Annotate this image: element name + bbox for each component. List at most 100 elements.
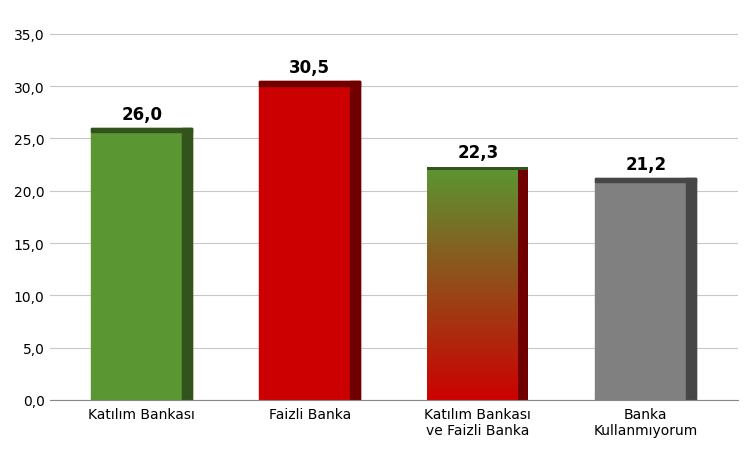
Bar bbox=[427, 168, 518, 169]
Bar bbox=[427, 376, 518, 377]
Bar bbox=[427, 262, 518, 263]
Bar bbox=[427, 203, 518, 204]
Text: 26,0: 26,0 bbox=[121, 106, 162, 124]
Bar bbox=[92, 129, 193, 400]
Bar bbox=[427, 267, 518, 268]
Bar bbox=[427, 192, 518, 193]
Bar bbox=[427, 278, 518, 279]
Bar bbox=[427, 398, 518, 399]
Bar bbox=[427, 359, 518, 360]
Bar bbox=[427, 254, 518, 255]
Bar bbox=[427, 216, 518, 217]
Bar bbox=[427, 217, 518, 218]
Bar bbox=[427, 296, 518, 297]
Bar bbox=[427, 189, 518, 190]
Bar bbox=[350, 82, 360, 400]
Bar bbox=[427, 178, 518, 179]
Bar bbox=[427, 170, 518, 171]
Bar bbox=[427, 378, 518, 379]
Bar bbox=[427, 228, 518, 229]
Bar bbox=[427, 249, 518, 250]
Bar bbox=[427, 329, 518, 330]
Bar bbox=[427, 187, 518, 188]
Bar bbox=[427, 194, 518, 195]
Bar bbox=[427, 207, 518, 208]
Bar bbox=[427, 324, 518, 325]
Bar bbox=[427, 179, 518, 180]
Bar bbox=[427, 185, 518, 186]
Bar bbox=[427, 298, 518, 299]
Bar bbox=[427, 337, 518, 338]
Text: 21,2: 21,2 bbox=[625, 156, 666, 174]
Bar bbox=[427, 395, 518, 396]
Text: 30,5: 30,5 bbox=[290, 59, 330, 77]
Bar bbox=[427, 304, 518, 305]
Bar bbox=[427, 360, 518, 361]
Bar bbox=[427, 283, 518, 284]
Bar bbox=[427, 284, 518, 285]
Bar bbox=[427, 238, 518, 239]
Bar bbox=[427, 374, 518, 375]
Bar bbox=[427, 276, 518, 277]
Bar bbox=[427, 390, 518, 391]
Bar bbox=[427, 275, 518, 276]
Bar bbox=[427, 227, 518, 228]
Bar bbox=[596, 179, 696, 182]
Bar bbox=[427, 269, 518, 270]
Bar bbox=[427, 364, 518, 365]
Bar bbox=[427, 310, 518, 311]
Bar bbox=[427, 277, 518, 278]
Bar bbox=[427, 181, 518, 182]
Bar bbox=[427, 252, 518, 253]
Bar bbox=[427, 208, 518, 209]
Bar bbox=[427, 251, 518, 252]
Bar bbox=[427, 388, 518, 389]
Bar bbox=[427, 233, 518, 234]
Bar bbox=[427, 353, 518, 354]
Bar bbox=[427, 241, 518, 242]
Bar bbox=[427, 322, 518, 323]
Bar bbox=[427, 316, 518, 317]
Bar bbox=[427, 209, 518, 210]
Bar bbox=[427, 184, 518, 185]
Bar bbox=[427, 287, 518, 288]
Bar bbox=[427, 338, 518, 339]
Bar bbox=[427, 167, 518, 168]
Bar bbox=[427, 171, 518, 172]
Bar bbox=[427, 176, 518, 177]
Bar bbox=[427, 394, 518, 395]
Bar bbox=[427, 263, 518, 264]
Bar bbox=[427, 295, 518, 296]
Bar bbox=[427, 211, 518, 212]
Bar bbox=[427, 206, 518, 207]
Bar bbox=[427, 307, 518, 308]
Text: 22,3: 22,3 bbox=[457, 144, 499, 162]
Bar bbox=[427, 266, 518, 267]
Bar bbox=[427, 334, 518, 335]
Bar bbox=[427, 173, 518, 174]
Bar bbox=[427, 215, 518, 216]
Bar bbox=[427, 389, 518, 390]
Bar bbox=[427, 175, 518, 176]
Bar bbox=[427, 323, 518, 324]
Bar bbox=[427, 169, 518, 170]
Bar bbox=[427, 286, 518, 287]
Bar bbox=[427, 172, 518, 173]
Bar bbox=[427, 264, 518, 265]
Bar bbox=[427, 393, 518, 394]
Bar bbox=[427, 300, 518, 301]
Bar bbox=[427, 380, 518, 381]
Bar bbox=[427, 351, 518, 352]
Bar bbox=[427, 372, 518, 373]
Bar bbox=[427, 392, 518, 393]
Bar bbox=[427, 245, 518, 246]
Bar bbox=[427, 383, 518, 384]
Bar bbox=[427, 219, 518, 220]
Bar bbox=[427, 210, 518, 211]
Bar bbox=[427, 344, 518, 345]
Bar bbox=[427, 281, 518, 282]
Bar bbox=[427, 229, 518, 230]
Bar bbox=[427, 213, 518, 214]
Bar bbox=[427, 369, 518, 370]
Bar bbox=[427, 260, 518, 261]
